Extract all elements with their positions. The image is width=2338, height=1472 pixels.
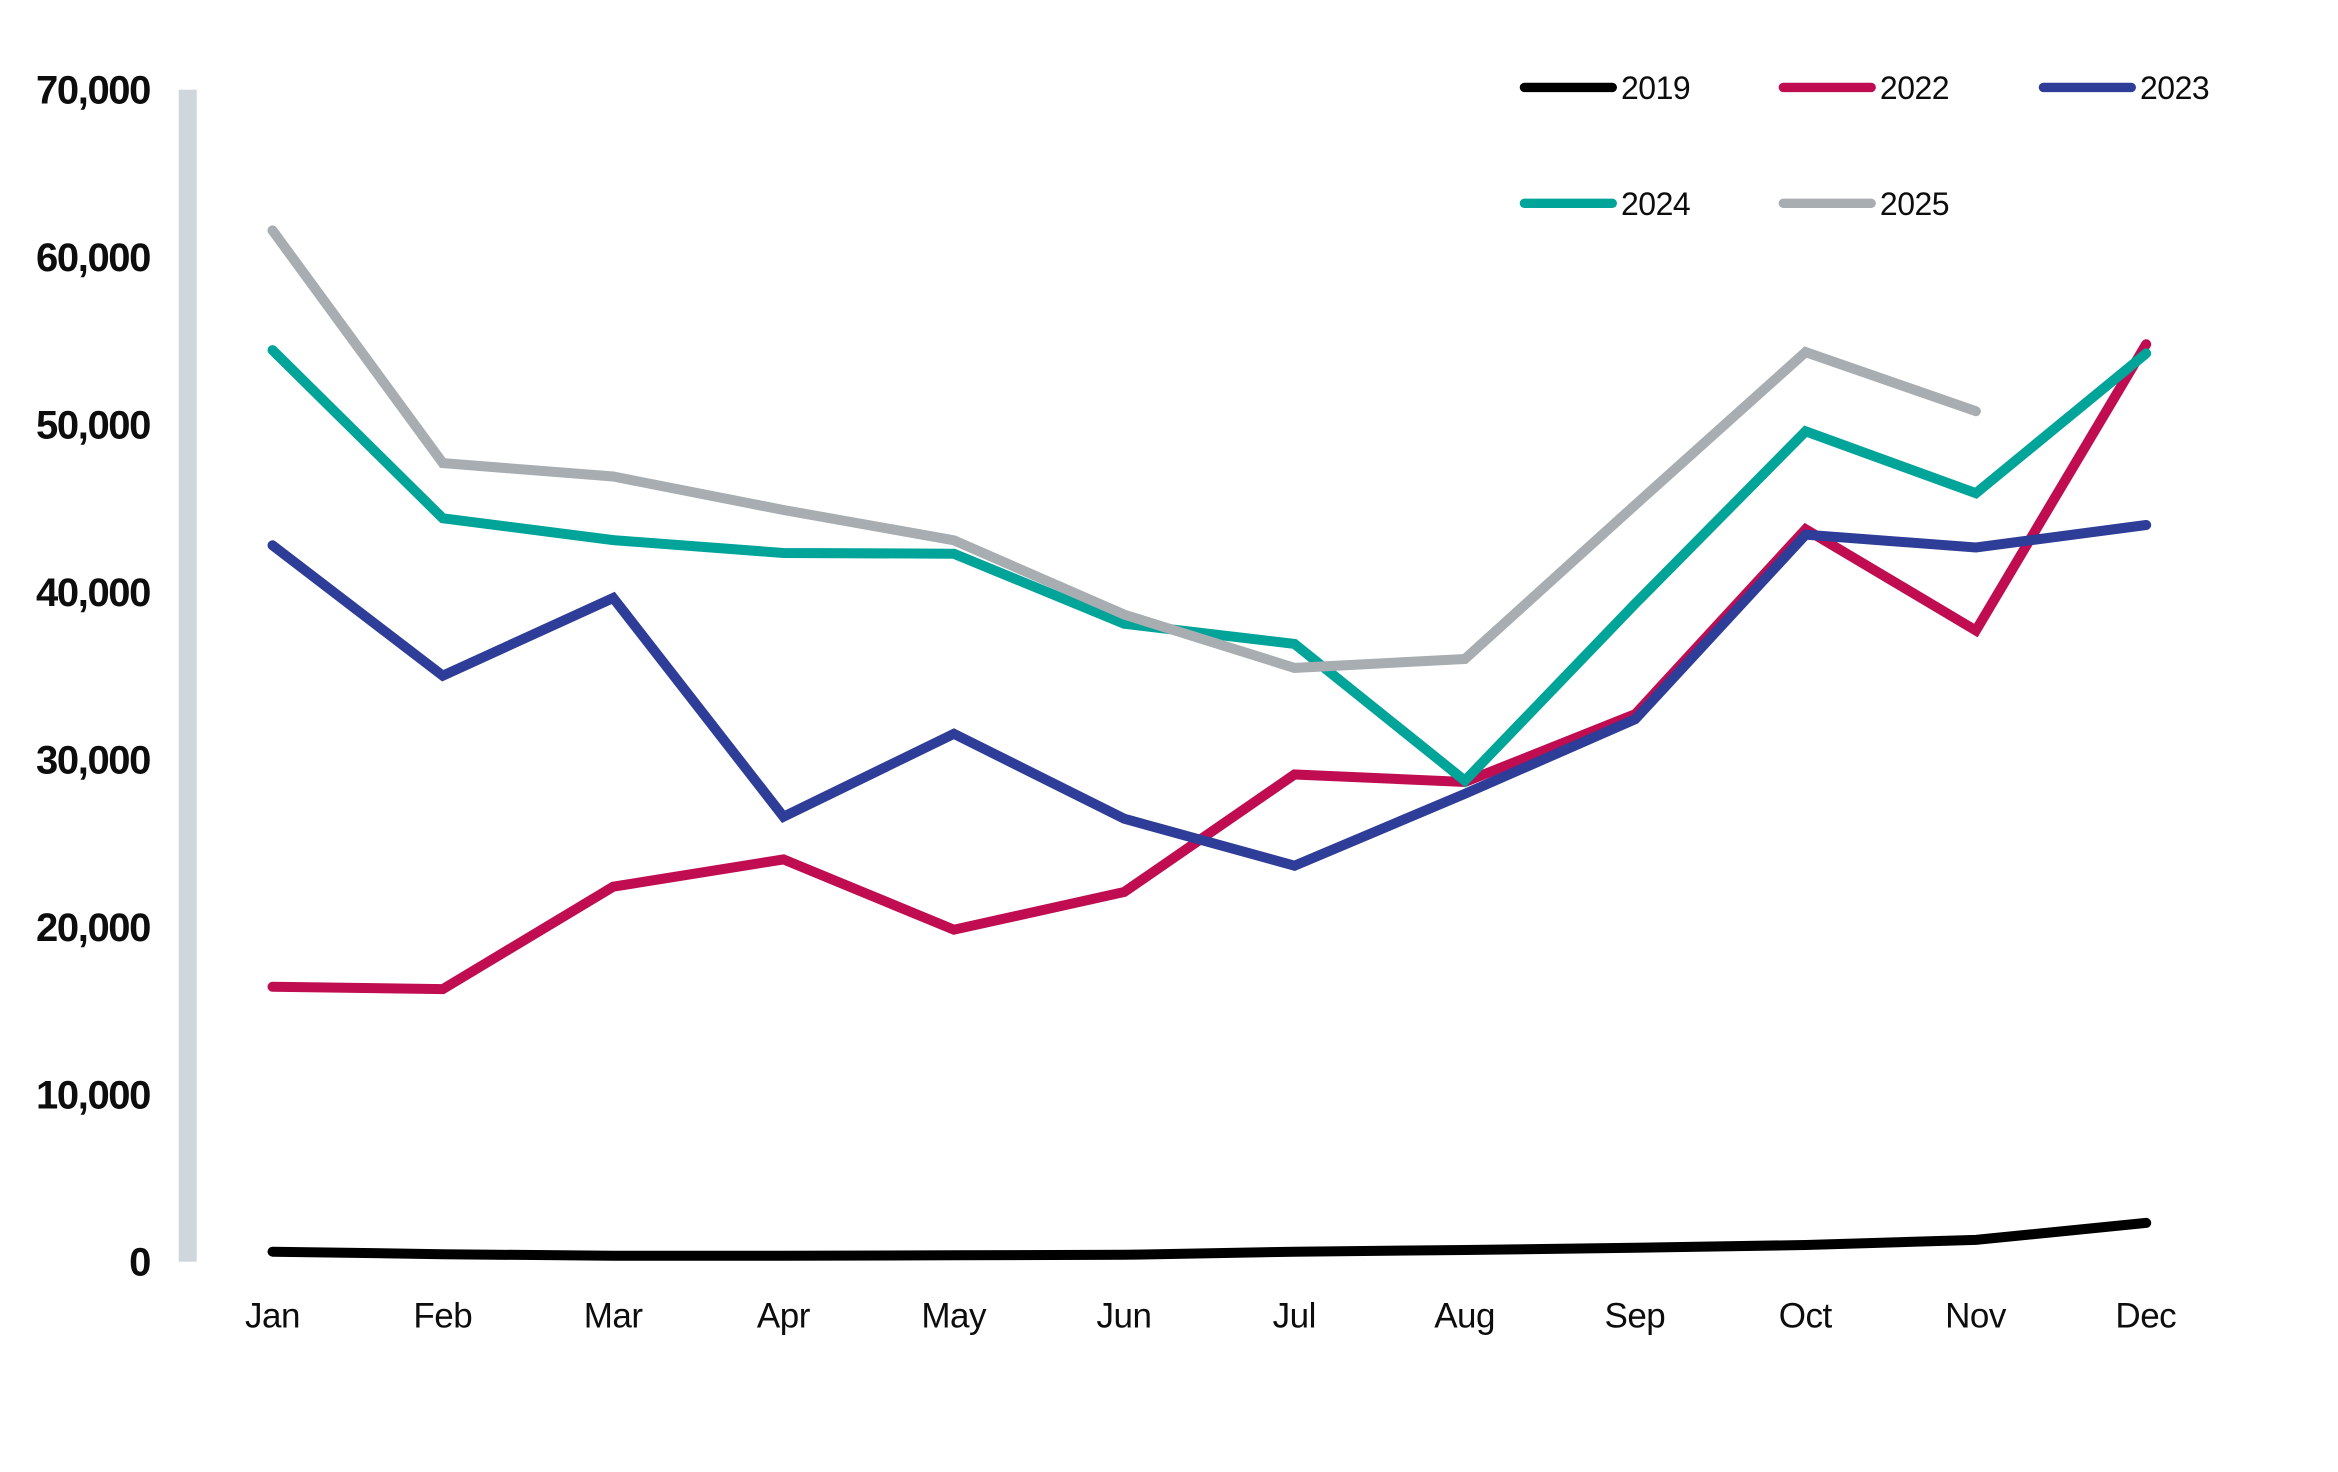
svg-text:2024: 2024 bbox=[1621, 186, 1690, 222]
svg-text:2022: 2022 bbox=[1880, 70, 1949, 106]
svg-text:20,000: 20,000 bbox=[36, 906, 150, 950]
svg-text:Jul: Jul bbox=[1273, 1297, 1316, 1336]
svg-text:60,000: 60,000 bbox=[36, 236, 150, 280]
svg-text:0: 0 bbox=[129, 1241, 150, 1285]
svg-text:Aug: Aug bbox=[1434, 1297, 1495, 1336]
svg-text:Jun: Jun bbox=[1097, 1297, 1152, 1336]
svg-text:Apr: Apr bbox=[757, 1297, 811, 1336]
svg-text:Nov: Nov bbox=[1945, 1297, 2007, 1336]
svg-text:2019: 2019 bbox=[1621, 70, 1690, 106]
svg-text:2025: 2025 bbox=[1880, 186, 1949, 222]
svg-text:Mar: Mar bbox=[584, 1297, 644, 1336]
svg-text:40,000: 40,000 bbox=[36, 571, 150, 615]
svg-text:2023: 2023 bbox=[2140, 70, 2209, 106]
svg-text:Feb: Feb bbox=[413, 1297, 472, 1336]
svg-text:70,000: 70,000 bbox=[36, 69, 150, 113]
svg-text:Sep: Sep bbox=[1605, 1297, 1666, 1336]
svg-text:50,000: 50,000 bbox=[36, 404, 150, 448]
svg-text:Jan: Jan bbox=[245, 1297, 300, 1336]
svg-text:Oct: Oct bbox=[1779, 1297, 1833, 1336]
svg-text:May: May bbox=[921, 1297, 987, 1336]
svg-text:Dec: Dec bbox=[2115, 1297, 2176, 1336]
svg-text:10,000: 10,000 bbox=[36, 1073, 150, 1117]
svg-text:30,000: 30,000 bbox=[36, 738, 150, 782]
